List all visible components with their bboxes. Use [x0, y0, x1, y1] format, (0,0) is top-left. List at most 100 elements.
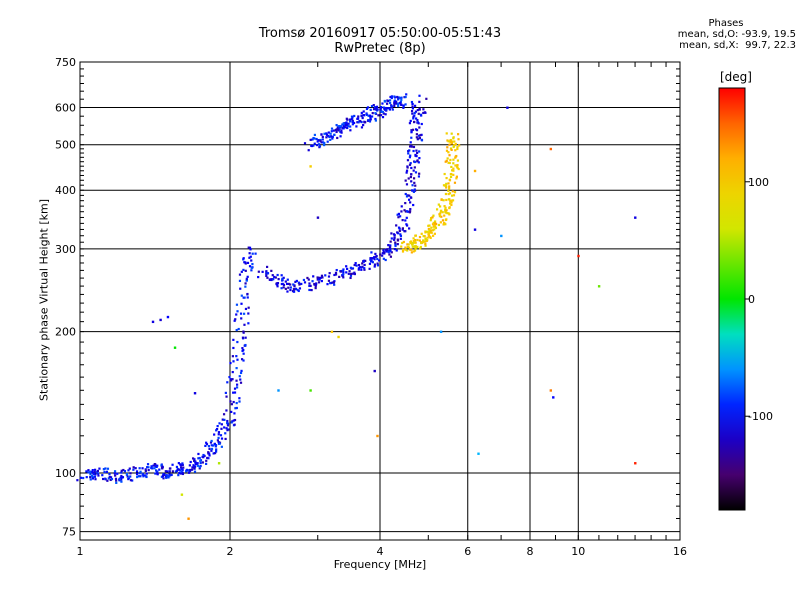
data-point — [423, 240, 426, 243]
data-point — [313, 133, 316, 137]
data-point — [349, 274, 353, 277]
data-point — [120, 474, 123, 478]
data-point — [369, 260, 373, 263]
data-point — [432, 221, 435, 224]
data-point — [91, 477, 95, 480]
data-point — [374, 107, 378, 110]
data-point — [453, 181, 457, 184]
data-point — [383, 251, 386, 254]
data-point — [370, 251, 373, 254]
data-point — [153, 467, 156, 470]
data-point — [211, 444, 215, 447]
data-point — [458, 144, 461, 147]
data-point — [232, 419, 235, 422]
data-point — [132, 466, 135, 469]
data-point — [410, 248, 413, 251]
data-point — [404, 219, 407, 222]
data-point — [381, 116, 385, 119]
data-point — [281, 282, 284, 286]
data-point — [217, 436, 220, 440]
data-point — [236, 358, 239, 361]
data-point — [428, 228, 431, 231]
data-point — [101, 474, 104, 477]
data-point — [346, 126, 349, 130]
data-point — [104, 477, 107, 480]
data-point — [87, 471, 90, 474]
data-point — [96, 472, 100, 475]
data-point — [208, 447, 211, 450]
data-point — [401, 227, 405, 230]
data-point — [242, 268, 245, 272]
data-point — [375, 108, 378, 111]
data-point — [246, 296, 249, 299]
data-point — [394, 241, 397, 244]
data-point — [419, 245, 422, 249]
data-point — [338, 127, 341, 130]
data-point — [409, 154, 412, 157]
data-point — [234, 407, 237, 410]
data-point — [411, 107, 415, 110]
data-point — [193, 467, 196, 470]
data-point — [129, 472, 132, 475]
data-point — [450, 140, 453, 143]
data-point — [257, 275, 260, 279]
data-point — [448, 206, 451, 210]
data-point — [102, 468, 106, 471]
data-point — [230, 403, 233, 406]
data-point — [433, 220, 437, 223]
data-point — [427, 224, 430, 227]
data-point — [433, 232, 436, 235]
data-point — [387, 251, 390, 254]
data-point — [82, 476, 85, 480]
data-point — [434, 222, 437, 225]
data-point — [413, 238, 417, 242]
data-point — [273, 275, 276, 279]
x-axis-label: Frequency [MHz] — [333, 558, 427, 571]
data-point — [400, 245, 403, 248]
data-point — [166, 315, 170, 319]
data-point — [388, 108, 392, 111]
data-point — [87, 469, 90, 472]
data-point — [341, 123, 344, 126]
data-point — [448, 192, 452, 195]
data-point — [108, 473, 111, 476]
data-point — [345, 124, 348, 127]
data-point — [244, 336, 247, 339]
data-point — [444, 192, 448, 196]
data-point — [224, 391, 227, 394]
data-point — [235, 313, 238, 316]
data-point — [251, 262, 254, 266]
data-point — [257, 270, 260, 273]
data-point — [389, 248, 392, 251]
data-point — [135, 470, 139, 473]
data-point — [240, 369, 243, 373]
data-point — [400, 210, 403, 213]
data-point — [115, 479, 118, 482]
data-point — [412, 250, 415, 253]
data-point — [191, 466, 194, 469]
data-point — [372, 103, 375, 107]
data-point — [424, 244, 427, 247]
data-point — [399, 233, 402, 236]
data-point — [433, 228, 436, 231]
data-point — [144, 469, 147, 473]
data-point — [294, 287, 298, 290]
data-point — [373, 106, 377, 109]
data-point — [321, 276, 324, 279]
data-point — [355, 125, 358, 128]
data-point — [389, 240, 392, 243]
data-point — [213, 433, 216, 436]
data-point — [597, 285, 601, 288]
data-point — [248, 246, 252, 249]
data-point — [169, 467, 172, 470]
data-point — [314, 287, 317, 290]
data-point — [363, 267, 366, 270]
data-point — [379, 253, 382, 256]
data-point — [445, 182, 448, 185]
data-point — [429, 235, 432, 239]
data-point — [270, 269, 273, 272]
data-point — [409, 175, 412, 179]
data-point — [398, 101, 401, 105]
data-point — [347, 272, 350, 275]
data-point — [347, 125, 350, 128]
